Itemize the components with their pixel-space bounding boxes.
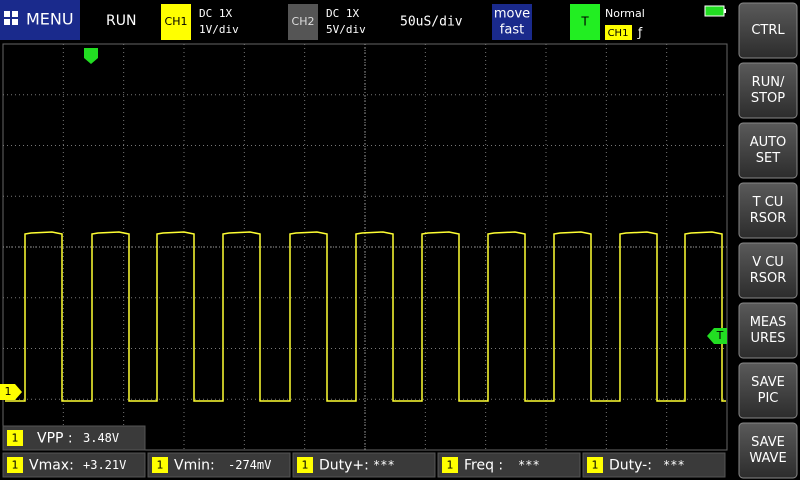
side-button-label: T CU [752,195,784,210]
side-button-label: WAVE [749,451,786,466]
measurement-label: Vmin: [174,458,215,474]
move-speed: fast [500,23,524,38]
measurement-value: *** [663,458,685,472]
trigger-level-label: T [716,329,724,342]
menu-icon [4,11,10,17]
trigger-level-marker [707,328,727,344]
ch1-offset-marker [0,384,22,400]
side-button[interactable] [738,122,798,179]
side-button-label: SAVE [751,435,785,450]
measurement-box [292,452,436,478]
side-button-label: SET [756,151,780,166]
trigger-source-bg [605,25,632,40]
channel-badge-label: 1 [447,459,454,472]
side-button-label: V CU [752,255,784,270]
ch1-scale: 1V/div [199,23,239,36]
ch1-offset-label: 1 [5,385,12,398]
ch2-scale: 5V/div [326,23,366,36]
trigger-badge-bg [570,4,600,40]
channel-badge-label: 1 [12,432,19,445]
ch1-badge-bg [161,4,191,40]
measurement-value: *** [518,458,540,472]
side-button[interactable] [738,2,798,59]
side-button[interactable] [738,302,798,359]
ch1-coupling: DC 1X [199,7,232,20]
ch2-badge-bg [288,4,318,40]
measurement-label: Duty+: [319,458,369,474]
side-button-label: RSOR [750,211,787,226]
trigger-source: CH1 [608,28,629,39]
side-button[interactable] [738,62,798,119]
side-button-label: RUN/ [752,75,785,90]
ch2-coupling: DC 1X [326,7,359,20]
side-button-label: PIC [758,391,779,406]
trigger-edge: ƒ [637,26,643,40]
trigger-mode: Normal [605,7,645,20]
side-button[interactable] [738,362,798,419]
side-button-label: CTRL [751,23,785,38]
measurement-box [582,452,726,478]
measurement-box [437,452,581,478]
trigger-badge: T [580,15,589,29]
channel-badge-label: 1 [592,459,599,472]
menu-icon [12,19,18,25]
menu-icon [12,11,18,17]
ch2-badge: CH2 [292,15,315,28]
move-speed-bg[interactable] [492,4,532,40]
channel-badge [7,457,23,473]
side-button[interactable] [738,422,798,479]
measurement-box [2,452,146,478]
channel-badge [7,430,23,446]
side-button[interactable] [738,242,798,299]
side-button-label: SAVE [751,375,785,390]
side-button-label: RSOR [750,271,787,286]
channel-badge-label: 1 [157,459,164,472]
channel-badge [442,457,458,473]
channel-badge [297,457,313,473]
move-label: move [494,7,530,22]
trigger-position-marker [84,48,98,64]
waveform-trace [5,231,726,402]
measurement-value: 3.48V [83,431,119,445]
measurement-label: VPP : [37,431,73,447]
channel-badge [152,457,168,473]
channel-badge [587,457,603,473]
channel-badge-label: 1 [302,459,309,472]
measurement-label: Vmax: [29,458,74,474]
side-button-label: STOP [751,91,785,106]
menu-label: MENU [26,10,74,29]
channel-badge-label: 1 [12,459,19,472]
measurement-label: Duty-: [609,458,652,474]
side-button-label: URES [750,331,785,346]
measurement-box [147,452,291,478]
ch1-badge: CH1 [165,15,188,28]
run-status: RUN [106,13,136,29]
side-button[interactable] [738,182,798,239]
side-button-label: AUTO [750,135,787,150]
measurement-box [2,425,146,451]
battery-tip [724,9,726,13]
side-button-label: MEAS [750,315,787,330]
measurement-label: Freq : [464,458,503,474]
battery-body [704,5,725,17]
timebase: 50uS/div [400,15,463,30]
measurement-value: *** [373,458,395,472]
menu-icon [4,19,10,25]
measurement-value: -274mV [228,458,271,472]
measurement-value: +3.21V [83,458,126,472]
